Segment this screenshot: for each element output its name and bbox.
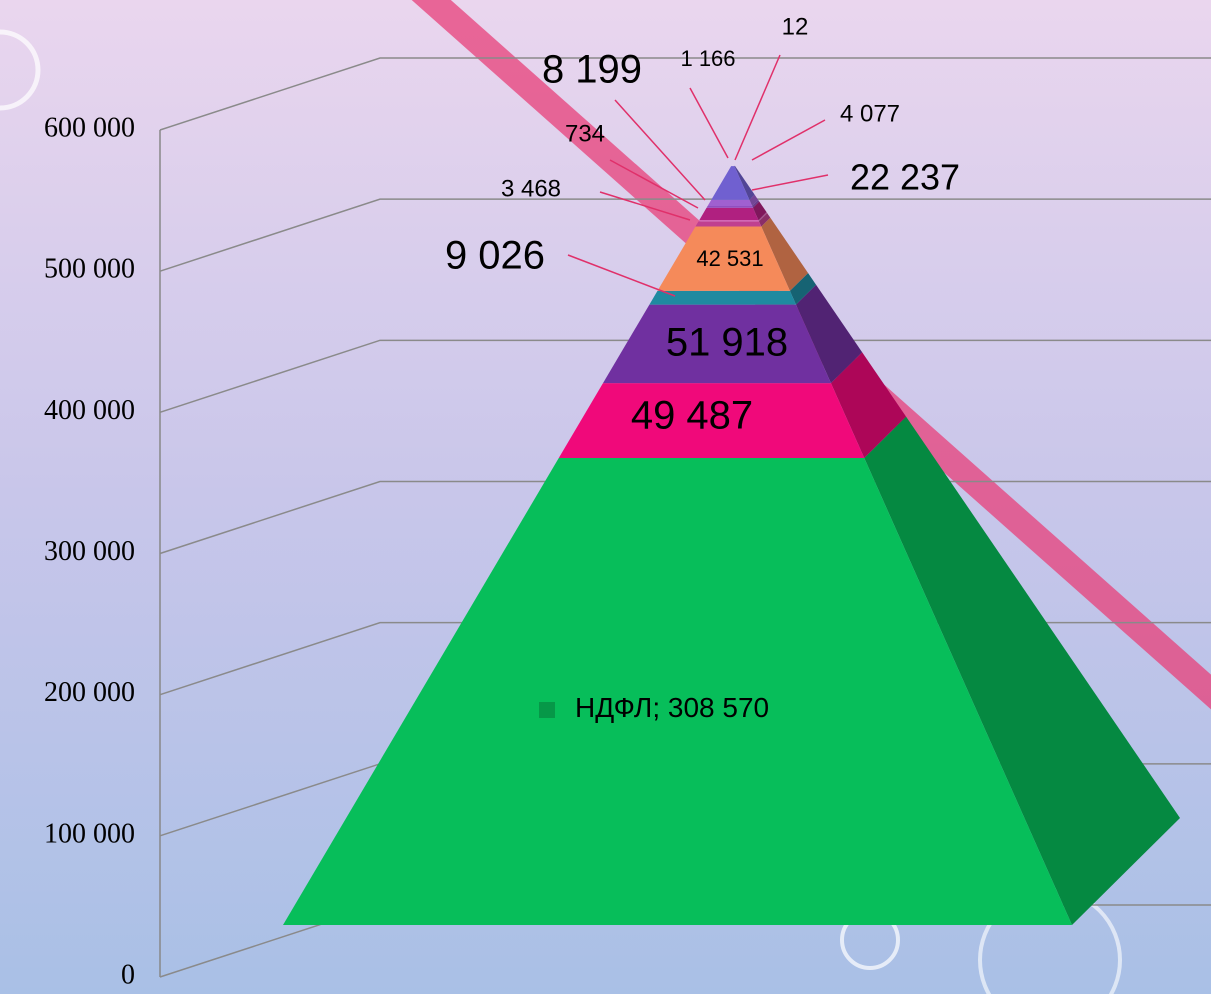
y-tick-label: 200 000 xyxy=(44,677,135,708)
data-label: 4 077 xyxy=(840,100,900,127)
pyramid-side xyxy=(758,213,771,227)
decor-bubble xyxy=(0,29,41,111)
leader-line xyxy=(751,119,826,161)
data-label: 51 918 xyxy=(666,321,788,365)
pyramid-segment xyxy=(711,166,750,200)
pyramid-segment xyxy=(558,383,865,459)
leader-line xyxy=(614,99,706,201)
leader-line xyxy=(609,159,699,209)
pyramid-side xyxy=(761,217,809,291)
pyramid-side xyxy=(789,272,817,305)
data-label: 12 xyxy=(782,13,809,40)
data-label: 3 468 xyxy=(501,175,561,202)
y-tick-label: 500 000 xyxy=(44,254,135,285)
pyramid-side xyxy=(734,165,755,200)
pyramid-segment xyxy=(706,206,753,208)
pyramid-side xyxy=(752,199,759,207)
legend-marker xyxy=(539,702,555,718)
pyramid-segment xyxy=(657,226,790,291)
y-tick-label: 100 000 xyxy=(44,818,135,849)
data-label: 734 xyxy=(565,120,605,147)
plot: НДФЛ; 308 570 49 487 51 918 9 026 42 531 3 46… xyxy=(283,13,1180,925)
data-label: 8 199 xyxy=(542,48,642,92)
leader-line xyxy=(567,254,676,297)
pyramid-side xyxy=(758,212,768,222)
pyramid-segment xyxy=(649,290,796,305)
grid-line xyxy=(159,198,1211,272)
leader-line xyxy=(751,174,829,191)
grid-line xyxy=(159,57,1211,131)
pyramid-side xyxy=(749,194,759,206)
y-tick-label: 300 000 xyxy=(44,536,135,567)
data-label: 9 026 xyxy=(445,234,545,278)
y-tick-label: 600 000 xyxy=(44,112,135,143)
separator: ; xyxy=(652,692,668,723)
data-label: 49 487 xyxy=(631,394,753,438)
value-label: 308 570 xyxy=(668,692,769,723)
pyramid-segment xyxy=(602,304,831,384)
leader-line xyxy=(599,191,691,221)
pyramid-segment xyxy=(695,221,762,227)
data-label: 1 166 xyxy=(680,46,735,71)
leader-line xyxy=(734,54,781,161)
pyramid-segment xyxy=(699,207,759,221)
data-label: 42 531 xyxy=(696,246,763,271)
pyramid-segment xyxy=(698,220,759,222)
pyramid-segment xyxy=(707,199,753,206)
series-name: НДФЛ xyxy=(575,692,652,723)
pyramid-side xyxy=(752,201,767,221)
pyramid-segment xyxy=(283,458,1072,925)
y-tick-label: 400 000 xyxy=(44,395,135,426)
data-label: 22 237 xyxy=(850,157,960,198)
data-label: НДФЛ; 308 570 xyxy=(575,692,769,723)
leader-line xyxy=(689,87,729,159)
y-tick-label: 0 xyxy=(121,959,135,990)
pyramid-side xyxy=(830,352,907,459)
pyramid-side xyxy=(864,416,1180,925)
pyramid-side xyxy=(795,284,863,384)
grid-line xyxy=(159,339,1211,414)
pyramid-side xyxy=(752,199,760,208)
